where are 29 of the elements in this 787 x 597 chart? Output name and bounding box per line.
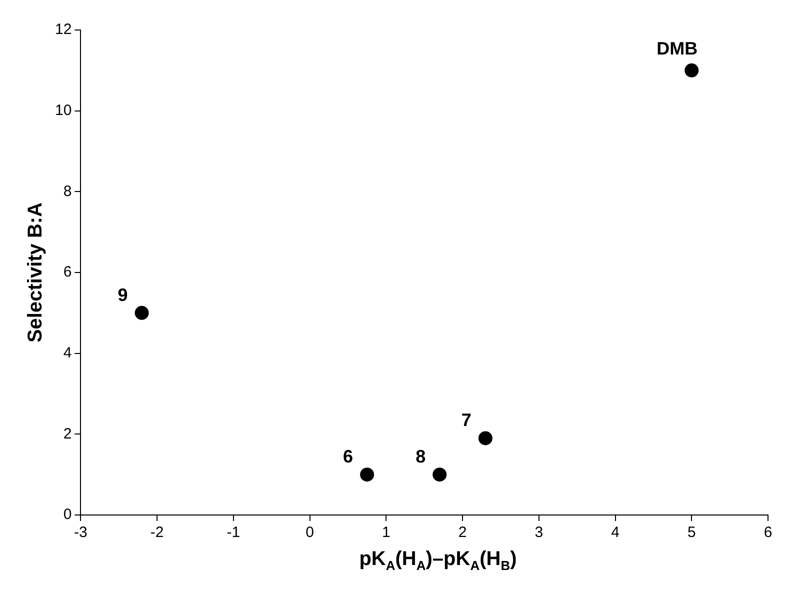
point bbox=[432, 468, 447, 482]
y-tick-label: 2 bbox=[63, 425, 72, 442]
annotation: 7 bbox=[461, 410, 472, 430]
x-tick-label: -1 bbox=[226, 524, 240, 542]
x-tick-label: 0 bbox=[306, 524, 314, 542]
point bbox=[134, 306, 149, 320]
x-tick-label: 6 bbox=[764, 524, 772, 542]
y-tick-label: 6 bbox=[63, 264, 72, 281]
y-tick-label: 8 bbox=[63, 182, 72, 200]
y-tick-label: 10 bbox=[54, 102, 72, 119]
x-tick-label: 5 bbox=[687, 524, 696, 542]
x-tick-label: 3 bbox=[534, 524, 544, 542]
y-tick-label: 0 bbox=[63, 506, 72, 524]
y-tick-label: 4 bbox=[63, 344, 72, 362]
annotation: 8 bbox=[416, 446, 426, 467]
annotation: 6 bbox=[343, 446, 354, 467]
annotation: DMB bbox=[656, 38, 698, 58]
x-tick-label: 4 bbox=[611, 524, 620, 542]
point bbox=[478, 431, 492, 446]
x-tick-label: -3 bbox=[74, 524, 88, 542]
x-tick-label: -2 bbox=[150, 524, 164, 542]
y-axis-title: Selectivity B:A bbox=[24, 202, 47, 343]
text: pK$_{A}$(H$_{A}$)–pK$_{A}$(H$_{B}$) bbox=[359, 548, 517, 573]
y-tick-label: 12 bbox=[54, 21, 72, 38]
x-tick-label: 2 bbox=[458, 524, 467, 542]
annotation: 9 bbox=[118, 284, 128, 305]
point bbox=[684, 63, 699, 78]
point bbox=[360, 468, 374, 482]
x-tick-label: 1 bbox=[382, 524, 390, 542]
